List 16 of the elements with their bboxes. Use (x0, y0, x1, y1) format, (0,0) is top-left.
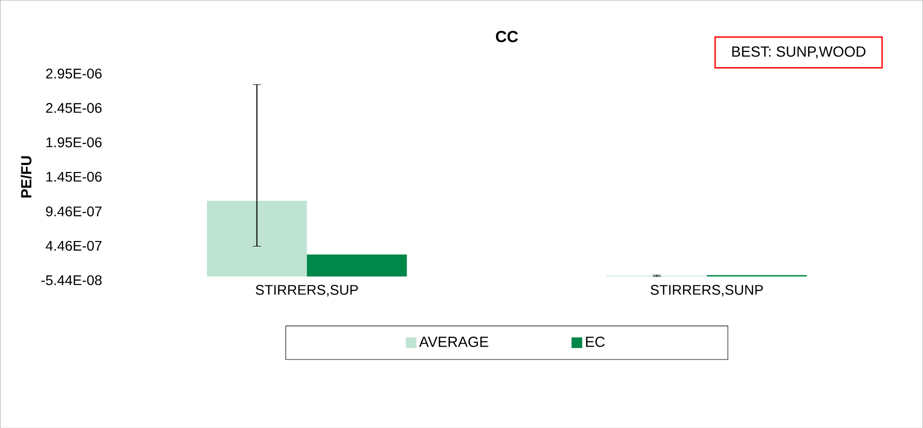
text: BEST: SUNP,WOOD (732, 46, 866, 58)
y-tick-label: 4.46E-07 (46, 240, 102, 251)
bar (306, 254, 407, 276)
y-tick-label: -5.44E-08 (41, 275, 102, 285)
legend-label: AVERAGE (419, 336, 488, 347)
y-tick-label: 2.45E-06 (46, 102, 102, 113)
y-tick-label: 9.46E-07 (46, 206, 102, 216)
chart-title: CC (496, 30, 518, 42)
legend-label: EC (586, 336, 605, 347)
y-tick-label: 2.95E-06 (46, 68, 102, 78)
bar (206, 200, 307, 276)
y-tick-label: 1.45E-06 (46, 172, 102, 182)
y-axis-title: PE/FU (20, 156, 32, 198)
x-tick-label: STIRRERS,SUNP (650, 284, 763, 296)
y-tick-label: 1.95E-06 (46, 137, 102, 148)
x-tick-label: STIRRERS,SUP (256, 284, 358, 296)
